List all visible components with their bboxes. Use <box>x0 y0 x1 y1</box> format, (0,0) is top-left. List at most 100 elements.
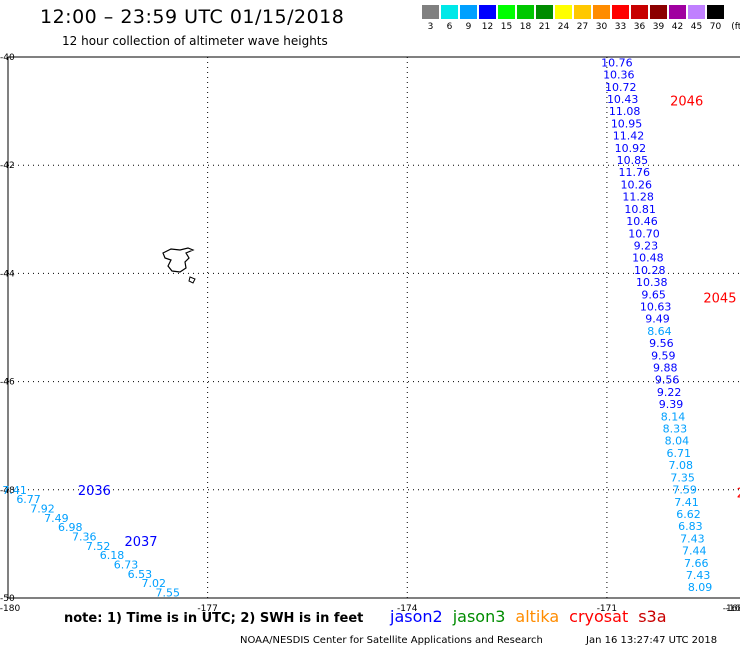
legend-swatch <box>460 5 477 19</box>
legend-swatch <box>536 5 553 19</box>
legend-label: 15 <box>500 22 513 32</box>
swh-label: 10.38 <box>636 276 668 289</box>
legend-label: 36 <box>633 22 646 32</box>
time-label: 2037 <box>124 535 157 550</box>
chart-axes <box>7 56 740 599</box>
swh-label: 10.72 <box>605 81 637 94</box>
time-label: 2045 <box>703 292 736 307</box>
legend-label: 12 <box>481 22 494 32</box>
time-labels: 2046204520442043203620371935 <box>78 94 740 550</box>
swh-label: 7.59 <box>672 484 697 497</box>
legend-label: 18 <box>519 22 532 32</box>
x-tick-label: -168 <box>723 604 740 614</box>
legend-swatch <box>593 5 610 19</box>
swh-label: 6.73 <box>114 559 139 572</box>
legend-swatch <box>422 5 439 19</box>
legend-swatch <box>441 5 458 19</box>
y-tick-label: -44 <box>0 269 15 279</box>
legend-label: 6 <box>446 22 453 32</box>
swh-label: 6.71 <box>667 447 692 460</box>
swh-label: 6.53 <box>128 568 153 581</box>
swh-label: 6.83 <box>678 520 703 533</box>
swh-label: 6.62 <box>676 508 701 521</box>
swh-label: 7.43 <box>686 569 711 582</box>
legend-swatch <box>498 5 515 19</box>
swh-label: 8.64 <box>647 325 672 338</box>
x-tick-label: -171 <box>597 604 617 614</box>
swh-label: 7.36 <box>72 531 97 544</box>
legend-swatch <box>612 5 629 19</box>
legend-swatch <box>669 5 686 19</box>
swh-label: 8.33 <box>663 423 688 436</box>
swh-label: 8.14 <box>661 410 686 423</box>
swh-label: 10.95 <box>611 117 643 130</box>
x-tick-label: -177 <box>197 604 217 614</box>
swh-label: 10.63 <box>640 300 672 313</box>
swh-label: 7.02 <box>142 577 167 590</box>
legend-label: 21 <box>538 22 551 32</box>
swh-label: 9.23 <box>634 239 659 252</box>
swh-label: 7.41 <box>2 484 27 497</box>
swh-label: 10.36 <box>603 69 635 82</box>
swh-label: 9.65 <box>641 288 666 301</box>
footer: NOAA/NESDIS Center for Satellite Applica… <box>240 635 740 646</box>
swh-label: 9.88 <box>653 362 678 375</box>
satellite-s3a: s3a <box>638 607 667 626</box>
legend-swatch <box>555 5 572 19</box>
swh-label: 11.42 <box>613 130 645 143</box>
swh-label: 7.44 <box>682 545 707 558</box>
satellite-legend: jason2 jason3 altika cryosat s3a <box>390 607 677 626</box>
swh-label: 7.43 <box>680 532 705 545</box>
swh-label: 9.39 <box>659 398 684 411</box>
swh-label: 10.81 <box>624 203 656 216</box>
swh-label: 7.55 <box>155 587 180 600</box>
swh-label: 10.43 <box>607 93 639 106</box>
swh-label: 8.09 <box>688 581 713 594</box>
legend-label: 3 <box>427 22 434 32</box>
page-subtitle: 12 hour collection of altimeter wave hei… <box>62 34 328 48</box>
swh-label: 9.22 <box>657 386 682 399</box>
swh-label: 7.49 <box>44 512 69 525</box>
swh-label: 7.92 <box>30 502 55 515</box>
data-marks: 10.7610.3610.7210.4311.0810.9511.4210.92… <box>2 56 713 600</box>
x-tick-label: -180 <box>0 604 20 614</box>
y-tick-label: -50 <box>0 594 15 604</box>
swh-label: 7.35 <box>670 471 695 484</box>
swh-label: 10.70 <box>628 227 660 240</box>
footer-timestamp: Jan 16 13:27:47 UTC 2018 <box>586 635 718 646</box>
legend-label: 45 <box>690 22 703 32</box>
legend-label: 9 <box>465 22 472 32</box>
satellite-jason2: jason2 <box>390 607 443 626</box>
chatham-island-shape <box>162 247 195 273</box>
island-outline <box>162 247 196 284</box>
legend-swatch <box>707 5 724 19</box>
footer-credit: NOAA/NESDIS Center for Satellite Applica… <box>240 635 543 646</box>
y-tick-label: -46 <box>0 378 15 388</box>
legend-swatch <box>517 5 534 19</box>
y-tick-label: -42 <box>0 161 15 171</box>
y-tick-label: -48 <box>0 486 15 496</box>
legend-label: 30 <box>595 22 608 32</box>
swh-label: 9.56 <box>655 374 680 387</box>
legend-label: 33 <box>614 22 627 32</box>
swh-label: 7.66 <box>684 557 709 570</box>
swh-label: 10.46 <box>626 215 658 228</box>
legend-swatch <box>688 5 705 19</box>
swh-label: 7.41 <box>674 496 699 509</box>
legend-swatch <box>631 5 648 19</box>
swh-label: 7.52 <box>86 540 111 553</box>
satellite-cryosat: cryosat <box>569 607 629 626</box>
swh-label: 11.76 <box>619 166 651 179</box>
swh-label: 11.08 <box>609 105 641 118</box>
swh-label: 10.92 <box>615 142 647 155</box>
swh-label: 10.48 <box>632 252 664 265</box>
satellite-jason3: jason3 <box>452 607 506 626</box>
legend-swatch <box>650 5 667 19</box>
legend-label: 24 <box>557 22 570 32</box>
legend-label: 42 <box>671 22 684 32</box>
swh-label: 10.85 <box>617 154 649 167</box>
legend-label: 39 <box>652 22 665 32</box>
satellite-altika: altika <box>515 607 560 626</box>
x-tick-label: -16 <box>726 604 740 614</box>
